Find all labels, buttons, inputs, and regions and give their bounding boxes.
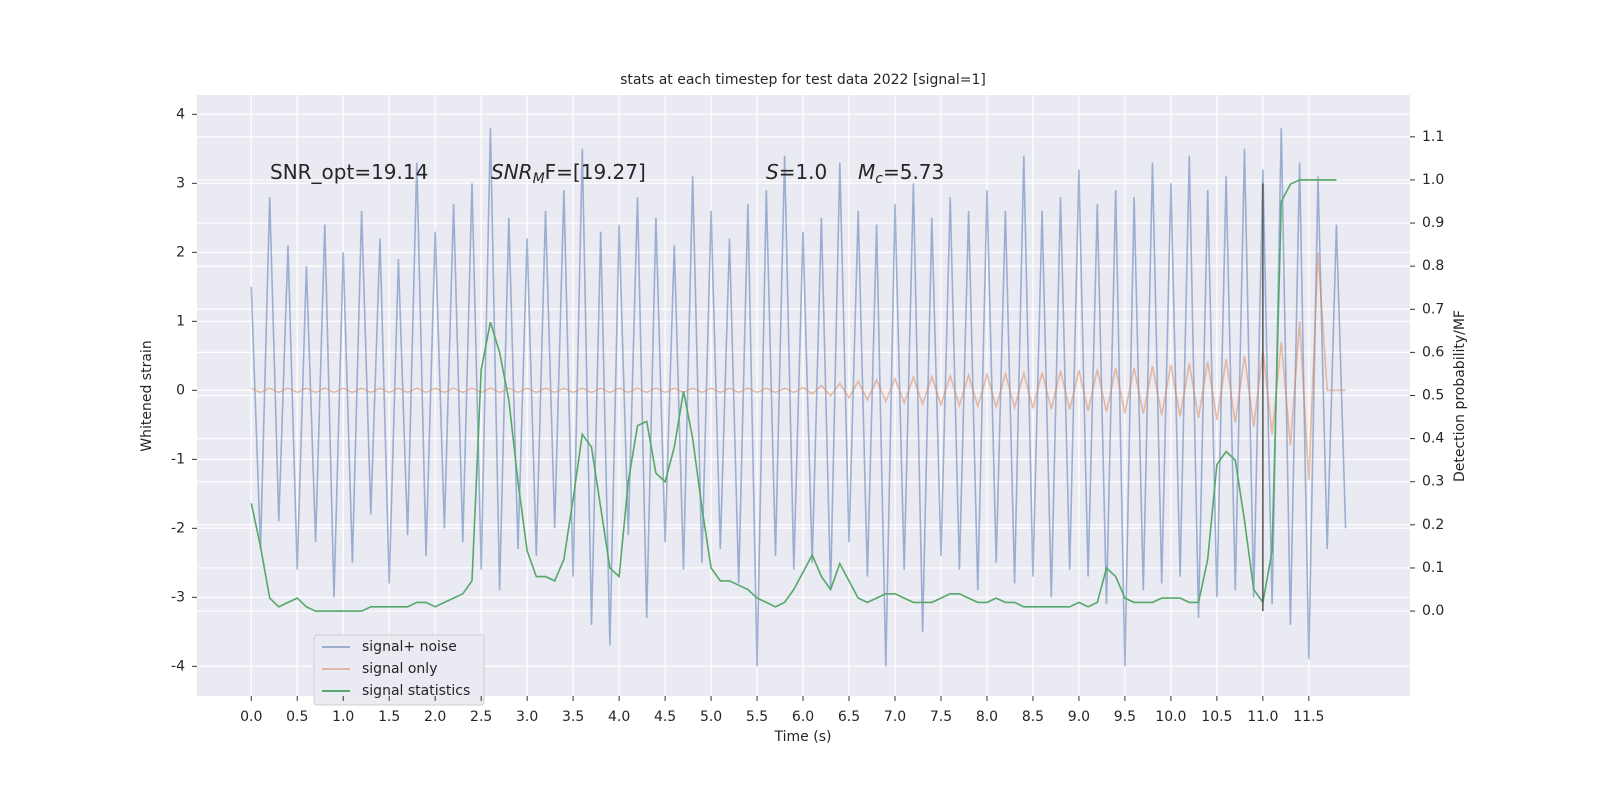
y-axis-label: Whitened strain [139,340,155,451]
annotation-part: c [875,171,883,187]
annotation-part: =5.73 [883,160,944,184]
y2-axis-label: Detection probability/MF [1452,310,1468,482]
y2-tick-label: 0.6 [1422,344,1444,360]
y2-tick-label: 0.3 [1422,474,1444,490]
annotation-part: =1.0 [779,160,828,184]
x-tick-label: 9.0 [1068,709,1090,725]
y2-tick-label: 0.9 [1422,215,1444,231]
annotation: SNR_opt=19.14 [270,160,428,184]
x-tick-label: 1.5 [378,709,400,725]
series-line [250,179,1337,612]
x-tick-label: 4.5 [654,709,676,725]
x-tick-label: 7.0 [884,709,906,725]
annotation-part: S [766,160,779,184]
x-tick-label: 5.0 [700,709,722,725]
y2-tick-label: 0.2 [1422,517,1444,533]
annotation-part: SNR [491,160,533,184]
y2-tick-label: 0.4 [1422,431,1444,447]
x-tick-label: 4.0 [608,709,630,725]
y2-tick-label: 0.7 [1422,301,1444,317]
y-tick-label: -3 [171,589,185,605]
x-tick-label: 6.5 [838,709,860,725]
x-tick-label: 8.0 [976,709,998,725]
y-tick-label: 3 [176,175,185,191]
legend-label: signal only [362,661,437,677]
x-tick-label: 5.5 [746,709,768,725]
y-tick-label: 4 [176,106,185,122]
x-tick-label: 8.5 [1022,709,1044,725]
annotation: Mc=5.73 [858,160,944,188]
y-tick-label: 1 [176,313,185,329]
x-tick-label: 9.5 [1114,709,1136,725]
x-tick-label: 7.5 [930,709,952,725]
y2-tick-label: 1.1 [1422,129,1444,145]
y-tick-label: 0 [176,382,185,398]
y2-tick-label: 0.1 [1422,560,1444,576]
x-tick-label: 2.5 [470,709,492,725]
x-tick-label: 0.0 [240,709,262,725]
x-tick-label: 11.5 [1293,709,1324,725]
y2-tick-label: 0.8 [1422,258,1444,274]
annotation: SNRMF=[19.27] [491,160,646,188]
legend-box [313,634,485,706]
annotation-part: M [858,160,875,184]
legend-label: signal+ noise [362,639,457,655]
legend-label: signal statistics [362,683,470,699]
x-tick-label: 11.0 [1247,709,1278,725]
x-tick-label: 3.5 [562,709,584,725]
y2-tick-label: 1.0 [1422,172,1444,188]
annotation-part: F=[19.27] [545,160,646,184]
series-line [250,128,1347,667]
x-tick-label: 6.0 [792,709,814,725]
x-tick-label: 0.5 [286,709,308,725]
y2-tick-label: 0.0 [1422,603,1444,619]
x-tick-label: 10.0 [1155,709,1186,725]
chart-title: stats at each timestep for test data 202… [620,72,986,88]
x-tick-label: 10.5 [1201,709,1232,725]
x-axis-label: Time (s) [774,729,832,745]
y-tick-label: -1 [171,451,185,467]
annotation: S=1.0 [766,160,827,184]
y-tick-label: 2 [176,244,185,260]
annotation-part: M [533,171,545,187]
y-tick-label: -2 [171,520,185,536]
x-tick-label: 2.0 [424,709,446,725]
series-line [250,252,1346,481]
x-tick-label: 1.0 [332,709,354,725]
y2-tick-label: 0.5 [1422,388,1444,404]
annotation-part: SNR_opt=19.14 [270,160,428,184]
y-tick-label: -4 [171,658,185,674]
x-tick-label: 3.0 [516,709,538,725]
